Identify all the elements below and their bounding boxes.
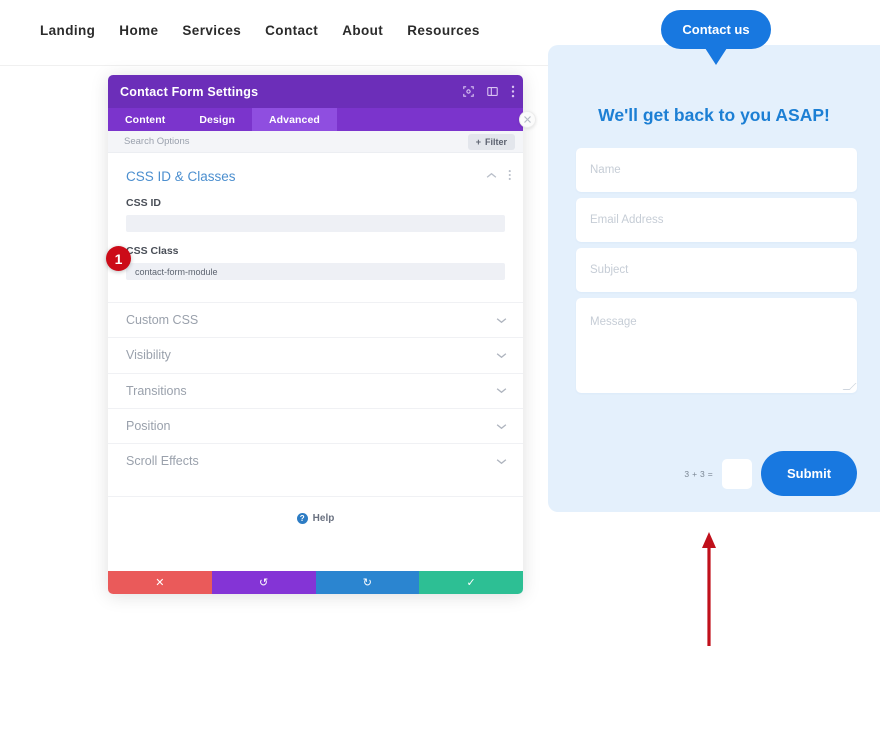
save-button[interactable]: ✓ (419, 571, 523, 594)
toggle-label: Position (126, 419, 171, 434)
modal-tab-bar: Content Design Advanced (108, 108, 523, 131)
css-id-field-group: CSS ID (108, 197, 523, 232)
name-placeholder: Name (590, 164, 621, 176)
modal-title: Contact Form Settings (120, 84, 259, 99)
toggle-label: Visibility (126, 348, 171, 363)
fullscreen-icon[interactable] (463, 86, 474, 97)
message-placeholder: Message (590, 316, 637, 328)
nav-item-home[interactable]: Home (119, 23, 159, 38)
modal-body: CSS ID & Classes CSS ID (108, 153, 523, 571)
layout-toggle-icon[interactable] (487, 86, 498, 97)
form-heading: We'll get back to you ASAP! (598, 105, 830, 125)
chevron-down-icon (496, 317, 507, 324)
annotation-marker-1: 1 (106, 246, 131, 271)
cancel-button[interactable]: ✕ (108, 571, 212, 594)
toggle-position[interactable]: Position (108, 407, 523, 443)
section-more-options-icon[interactable] (508, 169, 512, 181)
module-settings-close-icon[interactable] (519, 111, 536, 128)
captcha-label: 3 + 3 = (684, 468, 713, 479)
contact-us-bubble[interactable]: Contact us (661, 10, 771, 49)
redo-button[interactable]: ↻ (315, 571, 420, 594)
subject-placeholder: Subject (590, 264, 629, 276)
resize-grip-icon[interactable] (842, 383, 857, 390)
search-options-bar: Search Options + Filter (108, 131, 523, 153)
captcha-input[interactable] (722, 458, 752, 489)
help-row[interactable]: ? Help (108, 496, 523, 534)
message-textarea[interactable]: Message (576, 298, 857, 393)
nav-item-resources[interactable]: Resources (407, 23, 480, 38)
nav-item-landing[interactable]: Landing (40, 23, 96, 38)
chevron-down-icon (496, 387, 507, 394)
css-section-icon-group (486, 169, 512, 181)
submit-row: 3 + 3 = Submit (684, 451, 857, 496)
chevron-down-icon (496, 352, 507, 359)
primary-navigation: Landing Home Services Contact About Reso… (40, 23, 480, 38)
more-options-icon[interactable] (511, 85, 515, 98)
css-class-input[interactable]: contact-form-module (126, 263, 505, 280)
modal-titlebar: Contact Form Settings (108, 75, 523, 108)
form-fields-group: Name Email Address Subject Message (576, 148, 857, 399)
contact-bubble-tail (705, 48, 727, 65)
css-class-label: CSS Class (126, 245, 179, 257)
toggle-visibility[interactable]: Visibility (108, 337, 523, 372)
chevron-down-icon (496, 423, 507, 430)
toggle-label: Custom CSS (126, 313, 199, 328)
css-section-header: CSS ID & Classes (108, 153, 523, 184)
help-question-icon: ? (296, 513, 308, 525)
chevron-down-icon (496, 458, 507, 465)
search-input[interactable]: Search Options (124, 136, 190, 147)
toggle-label: Scroll Effects (126, 454, 199, 469)
email-placeholder: Email Address (590, 214, 664, 226)
subject-field[interactable]: Subject (576, 248, 857, 292)
css-class-field-group: CSS Class contact-form-module (108, 245, 523, 280)
modal-title-icon-group (463, 75, 515, 108)
email-field[interactable]: Email Address (576, 198, 857, 242)
css-id-input[interactable] (126, 215, 505, 232)
css-section-title: CSS ID & Classes (126, 169, 236, 184)
help-label: Help (312, 513, 335, 525)
filter-button[interactable]: + Filter (467, 134, 515, 150)
contact-form-settings-modal: Contact Form Settings (108, 75, 523, 594)
toggle-label: Transitions (126, 383, 187, 398)
filter-label: Filter (484, 137, 507, 147)
toggle-custom-css[interactable]: Custom CSS (108, 302, 523, 337)
nav-item-about[interactable]: About (342, 23, 384, 38)
contact-form-panel: We'll get back to you ASAP! Name Email A… (548, 45, 880, 512)
modal-action-bar: ✕ ↺ ↻ ✓ (108, 571, 523, 594)
name-field[interactable]: Name (576, 148, 857, 192)
toggle-transitions[interactable]: Transitions (108, 372, 523, 408)
tab-design[interactable]: Design (199, 113, 235, 126)
annotation-arrow-icon (702, 532, 716, 646)
tab-content[interactable]: Content (125, 113, 166, 126)
tab-advanced[interactable]: Advanced (251, 108, 337, 131)
nav-item-contact[interactable]: Contact (265, 23, 319, 38)
submit-button[interactable]: Submit (761, 451, 857, 496)
plus-icon: + (475, 137, 481, 147)
undo-button[interactable]: ↺ (211, 571, 316, 594)
css-id-label: CSS ID (126, 197, 162, 209)
chevron-up-icon[interactable] (486, 172, 497, 179)
nav-item-services[interactable]: Services (182, 23, 242, 38)
toggle-scroll-effects[interactable]: Scroll Effects (108, 443, 523, 478)
advanced-toggle-list: Custom CSS Visibility Transitions Positi… (108, 302, 523, 478)
